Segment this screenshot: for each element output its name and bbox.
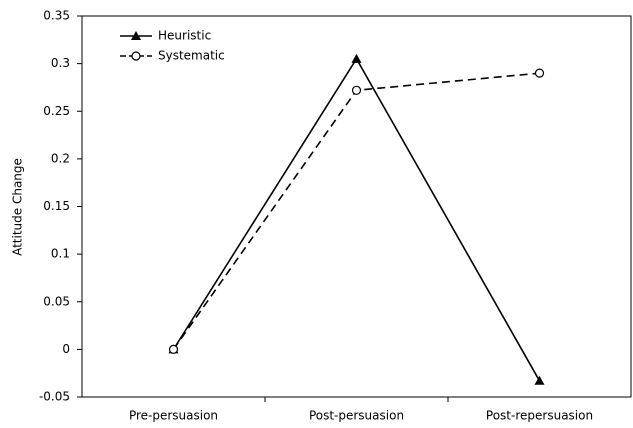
- marker: [168, 344, 179, 354]
- legend-marker: [131, 31, 141, 40]
- marker: [351, 53, 362, 63]
- plot-frame: [81, 15, 632, 398]
- y-tick-label: 0.1: [51, 247, 70, 261]
- y-tick-label: 0.2: [51, 151, 70, 165]
- y-tick-label: 0.25: [43, 104, 70, 118]
- legend-label: Systematic: [158, 49, 225, 63]
- x-tick-label: Pre-persuasion: [129, 409, 218, 423]
- legend-label: Heuristic: [158, 29, 211, 43]
- marker: [534, 375, 545, 385]
- y-tick-label: 0.05: [43, 294, 70, 308]
- legend-marker: [131, 51, 141, 61]
- series-line: [172, 57, 541, 382]
- y-tick-label: 0: [62, 342, 70, 356]
- series-line: [172, 72, 540, 350]
- y-tick-label: 0.3: [51, 56, 70, 70]
- y-tick-label: -0.05: [39, 390, 70, 404]
- y-axis-label: Attitude Change: [11, 158, 25, 256]
- marker: [351, 85, 362, 95]
- y-tick-label: 0.15: [43, 199, 70, 213]
- x-tick-label: Post-repersuasion: [486, 409, 593, 423]
- marker: [534, 68, 545, 78]
- y-tick-label: 0.35: [43, 9, 70, 23]
- x-tick-label: Post-persuasion: [309, 409, 404, 423]
